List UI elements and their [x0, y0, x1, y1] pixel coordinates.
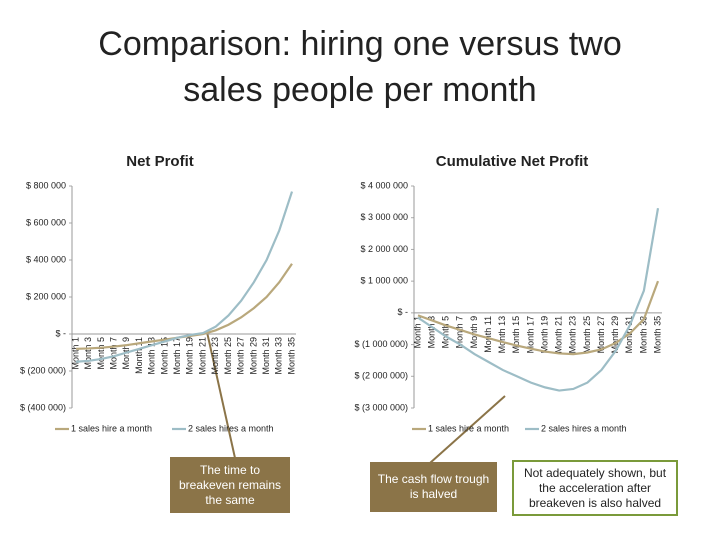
slide-title-line: sales people per month	[183, 71, 536, 109]
series-line	[417, 280, 660, 356]
x-tick-label: Month 27	[236, 337, 246, 375]
y-tick-label: $ 200 000	[26, 291, 66, 301]
x-tick-label: Month 13	[147, 337, 157, 375]
y-tick-label: $ 600 000	[26, 217, 66, 227]
x-tick-label: Month 7	[108, 337, 118, 370]
callout-arrow	[206, 331, 236, 459]
x-tick-label: Month 31	[261, 337, 271, 375]
x-tick-label: Month 23	[568, 316, 578, 354]
x-tick-label: Month 17	[172, 337, 182, 375]
x-tick-label: Month 19	[185, 337, 195, 375]
x-tick-label: Month 3	[426, 316, 436, 349]
x-tick-label: Month 35	[652, 316, 662, 354]
x-tick-label: Month 27	[596, 316, 606, 354]
y-tick-label: $ (400 000)	[20, 402, 66, 412]
x-tick-label: Month 21	[554, 316, 564, 354]
y-tick-label: $ 3 000 000	[360, 212, 408, 222]
legend-label: 2 sales hires a month	[188, 423, 274, 433]
x-tick-label: Month 17	[525, 316, 535, 354]
x-tick-label: Month 3	[83, 337, 93, 370]
y-tick-label: $ (1 000 000)	[354, 339, 408, 349]
legend-label: 2 sales hires a month	[541, 423, 627, 433]
x-tick-label: Month 25	[582, 316, 592, 354]
y-tick-label: $ 400 000	[26, 254, 66, 264]
x-tick-label: Month 23	[210, 337, 220, 375]
x-tick-label: Month 13	[497, 316, 507, 354]
chart-title: Net Profit	[126, 153, 194, 170]
y-tick-label: $ 2 000 000	[360, 244, 408, 254]
x-tick-label: Month 35	[286, 337, 296, 375]
x-tick-label: Month 11	[483, 316, 493, 353]
x-tick-label: Month 7	[455, 316, 465, 349]
x-tick-label: Month 33	[638, 316, 648, 354]
series-line	[417, 208, 660, 392]
x-tick-label: Month 33	[274, 337, 284, 375]
y-tick-label: $ -	[55, 328, 66, 338]
y-tick-label: $ (2 000 000)	[354, 371, 408, 381]
y-tick-label: $ -	[397, 307, 408, 317]
y-tick-label: $ 1 000 000	[360, 276, 408, 286]
callout-arrow	[429, 395, 506, 464]
y-tick-label: $ 4 000 000	[360, 180, 408, 190]
chart-title: Cumulative Net Profit	[436, 153, 589, 170]
x-tick-label: Month 19	[539, 316, 549, 354]
x-tick-label: Month 9	[469, 316, 479, 349]
x-tick-label: Month 11	[134, 337, 144, 374]
x-tick-label: Month 15	[159, 337, 169, 375]
x-tick-label: Month 21	[197, 337, 207, 375]
x-tick-label: Month 1	[412, 316, 422, 349]
callout-box: The cash flow trough is halved	[370, 462, 497, 512]
x-tick-label: Month 5	[96, 337, 106, 370]
y-tick-label: $ 800 000	[26, 180, 66, 190]
y-tick-label: $ (3 000 000)	[354, 402, 408, 412]
legend-label: 1 sales hire a month	[71, 423, 152, 433]
series-line	[75, 191, 294, 363]
slide-title-line: Comparison: hiring one versus two	[98, 25, 621, 63]
x-tick-label: Month 29	[248, 337, 258, 375]
y-tick-label: $ (200 000)	[20, 365, 66, 375]
x-tick-label: Month 1	[70, 337, 80, 370]
x-tick-label: Month 29	[610, 316, 620, 354]
legend-label: 1 sales hire a month	[428, 423, 509, 433]
x-tick-label: Month 5	[441, 316, 451, 349]
x-tick-label: Month 25	[223, 337, 233, 375]
callout-box: The time to breakeven remains the same	[170, 457, 290, 513]
x-tick-label: Month 15	[511, 316, 521, 354]
callout-box: Not adequately shown, but the accelerati…	[512, 460, 678, 516]
